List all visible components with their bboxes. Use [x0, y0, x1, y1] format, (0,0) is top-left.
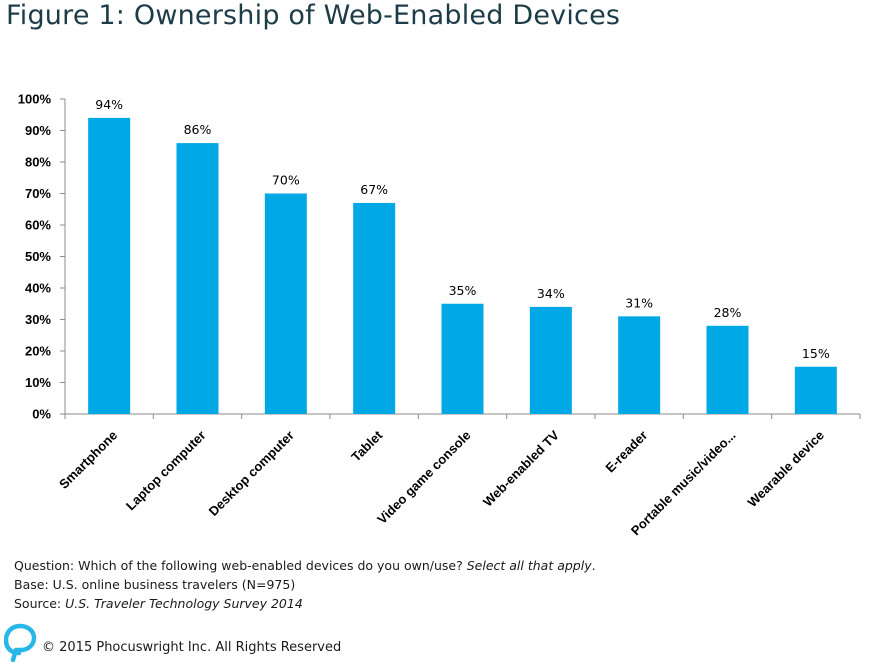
bar: [794, 366, 837, 414]
x-category-label: Smartphone: [56, 428, 120, 492]
source-note: Source: U.S. Traveler Technology Survey …: [14, 594, 596, 613]
y-tick-label: 80%: [25, 155, 51, 170]
bar: [88, 117, 131, 415]
bar: [176, 143, 219, 414]
x-category-label: Web-enabled TV: [480, 427, 562, 509]
source-title: U.S. Traveler Technology Survey 2014: [65, 596, 303, 611]
x-category-label: Wearable device: [744, 428, 826, 510]
base-note: Base: U.S. online business travelers (N=…: [14, 577, 296, 592]
question-instruction: Select all that apply: [466, 558, 592, 573]
x-category-label: Laptop computer: [123, 428, 209, 514]
x-category-label: Tablet: [348, 427, 385, 464]
question-text: Question: Which of the following web-ena…: [14, 558, 467, 573]
y-tick-label: 10%: [25, 375, 51, 390]
question-end: .: [591, 558, 596, 573]
y-tick-label: 40%: [25, 281, 51, 296]
y-tick-label: 70%: [25, 186, 51, 201]
y-tick-label: 60%: [25, 218, 51, 233]
x-category-label: Portable music/video...: [628, 428, 739, 539]
bar: [353, 202, 396, 414]
data-label: 86%: [184, 122, 212, 137]
bar-chart: 0% 10% 20% 30% 40% 50% 60% 70% 80% 90% 100% 94% Smar…: [18, 92, 861, 539]
bar: [706, 325, 749, 414]
x-category-label: E-reader: [602, 428, 650, 476]
chart-title: Figure 1: Ownership of Web-Enabled Devic…: [6, 0, 621, 31]
data-label: 31%: [625, 295, 653, 310]
chart-notes: Question: Which of the following web-ena…: [14, 556, 596, 613]
x-category-label: Video game console: [374, 428, 473, 527]
copyright-text: © 2015 Phocuswright Inc. All Rights Rese…: [42, 640, 342, 655]
bar: [618, 316, 661, 414]
bar: [529, 306, 572, 414]
y-tick-label: 30%: [25, 312, 51, 327]
data-label: 15%: [802, 346, 830, 361]
footer: © 2015 Phocuswright Inc. All Rights Rese…: [0, 622, 870, 663]
y-tick-label: 0%: [32, 407, 51, 422]
y-tick-label: 20%: [25, 344, 51, 359]
source-label: Source:: [14, 596, 66, 611]
y-tick-label: 100%: [18, 92, 52, 107]
data-label: 94%: [95, 97, 123, 112]
bar: [441, 303, 484, 414]
bar: [264, 193, 307, 414]
data-label: 34%: [537, 286, 565, 301]
question-note: Question: Which of the following web-ena…: [14, 556, 596, 575]
data-label: 35%: [449, 283, 477, 298]
y-tick-label: 50%: [25, 249, 51, 264]
data-label: 67%: [360, 182, 388, 197]
phocuswright-logo-icon: [4, 623, 37, 662]
x-category-label: Desktop computer: [206, 428, 297, 519]
data-label: 28%: [714, 305, 742, 320]
data-label: 70%: [272, 173, 300, 188]
y-tick-label: 90%: [25, 123, 51, 138]
